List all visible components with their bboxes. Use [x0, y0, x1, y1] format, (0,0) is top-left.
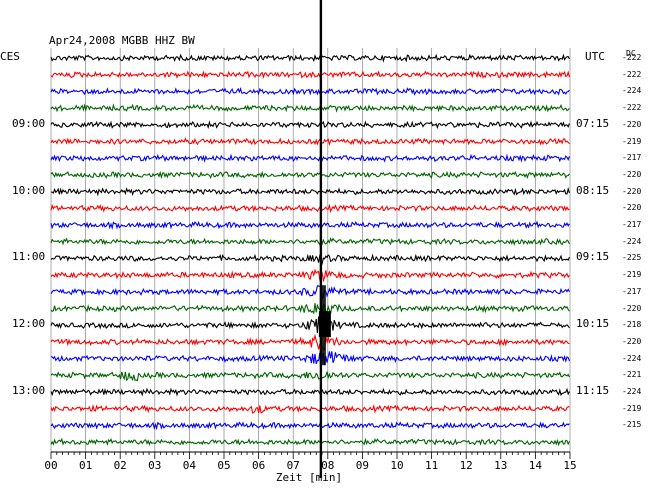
dc-offset-value: -222: [622, 103, 642, 113]
right-time-label: 11:15: [576, 384, 610, 397]
x-tick-label: 12: [459, 459, 473, 472]
x-tick-label: 10: [390, 459, 404, 472]
seismic-trace: [50, 153, 570, 163]
dc-offset-value: -224: [622, 236, 642, 246]
x-tick-label: 15: [563, 459, 577, 472]
seismic-trace: [50, 220, 570, 231]
dc-offset-value: -217: [622, 220, 642, 229]
seismic-trace: [50, 316, 570, 334]
seismic-trace: [50, 303, 570, 316]
seismic-trace: [50, 186, 570, 197]
dc-offset-value: -215: [622, 420, 642, 430]
dc-offset-value: -220: [622, 186, 642, 196]
right-time-label: 07:15: [576, 116, 610, 130]
dc-offset-value: -222: [622, 53, 642, 62]
dc-offset-value: -222: [622, 69, 642, 79]
seismic-trace: [50, 403, 570, 414]
utc-timezone-label: UTC: [585, 50, 605, 63]
left-time-label: 11:00: [12, 250, 46, 264]
seismic-trace: [50, 437, 570, 447]
dc-offset-value: -225: [622, 253, 642, 263]
seismic-trace: [50, 268, 570, 283]
x-tick-label: 00: [44, 459, 58, 472]
seismic-trace: [50, 387, 570, 397]
seismic-trace: [50, 53, 570, 63]
dc-offset-value: -219: [622, 270, 642, 280]
x-tick-label: 13: [494, 459, 508, 472]
left-time-label: 12:00: [12, 317, 46, 331]
local-timezone-label: CES: [0, 50, 20, 63]
right-time-label: 08:15: [576, 183, 610, 197]
left-time-label: 10:00: [12, 183, 46, 197]
x-tick-label: 03: [148, 459, 162, 472]
x-tick-label: 01: [78, 459, 93, 472]
seismic-trace: [50, 421, 570, 431]
dc-offset-value: -224: [622, 353, 642, 363]
x-axis-label: Zeit [min]: [275, 471, 343, 484]
seismic-trace: [50, 333, 570, 352]
seismic-trace: [50, 87, 570, 96]
seismic-trace: [50, 237, 570, 247]
seismic-trace: [50, 137, 570, 147]
seismic-trace: [50, 351, 570, 366]
dc-offset-value: -220: [622, 336, 642, 346]
dc-offset-value: -219: [622, 136, 642, 146]
x-tick-label: 08: [321, 459, 335, 472]
dc-offset-value: -219: [622, 403, 642, 413]
x-tick-label: 11: [424, 459, 439, 472]
dc-offset-value: -220: [622, 119, 642, 129]
seismic-trace: [50, 170, 570, 180]
dc-offset-value: -224: [622, 387, 642, 396]
dc-offset-value: -218: [622, 320, 642, 330]
dc-offset-value: -224: [622, 86, 642, 96]
x-tick-label: 05: [217, 459, 231, 472]
dc-offset-value: -217: [622, 286, 642, 296]
seismic-trace: [50, 284, 570, 300]
x-tick-label: 14: [528, 459, 543, 472]
x-tick-label: 06: [251, 459, 266, 472]
seismic-trace: [50, 203, 570, 213]
dc-offset-label: DC: [626, 49, 636, 58]
dc-offset-value: -221: [622, 370, 642, 380]
right-time-label: 10:15: [576, 317, 610, 331]
right-time-label: 09:15: [576, 250, 610, 264]
seismogram-title: Apr24,2008 MGBB HHZ BW: [49, 34, 195, 47]
dc-offset-value: -220: [622, 303, 642, 313]
x-tick-label: 09: [355, 459, 370, 472]
x-tick-label: 04: [182, 459, 197, 472]
dc-offset-value: -220: [622, 203, 642, 213]
dc-offset-value: -217: [622, 153, 642, 163]
x-tick-label: 02: [113, 459, 127, 472]
left-time-label: 13:00: [12, 384, 46, 397]
seismic-trace: [50, 70, 570, 80]
dc-offset-value: -220: [622, 169, 642, 179]
seismic-trace: [50, 253, 570, 266]
seismic-trace: [50, 103, 570, 113]
x-tick-label: 07: [286, 459, 300, 472]
seismic-trace: [50, 120, 570, 130]
event-burst-tail: [319, 285, 326, 366]
left-time-label: 09:00: [12, 116, 46, 130]
seismic-trace: [50, 371, 570, 382]
